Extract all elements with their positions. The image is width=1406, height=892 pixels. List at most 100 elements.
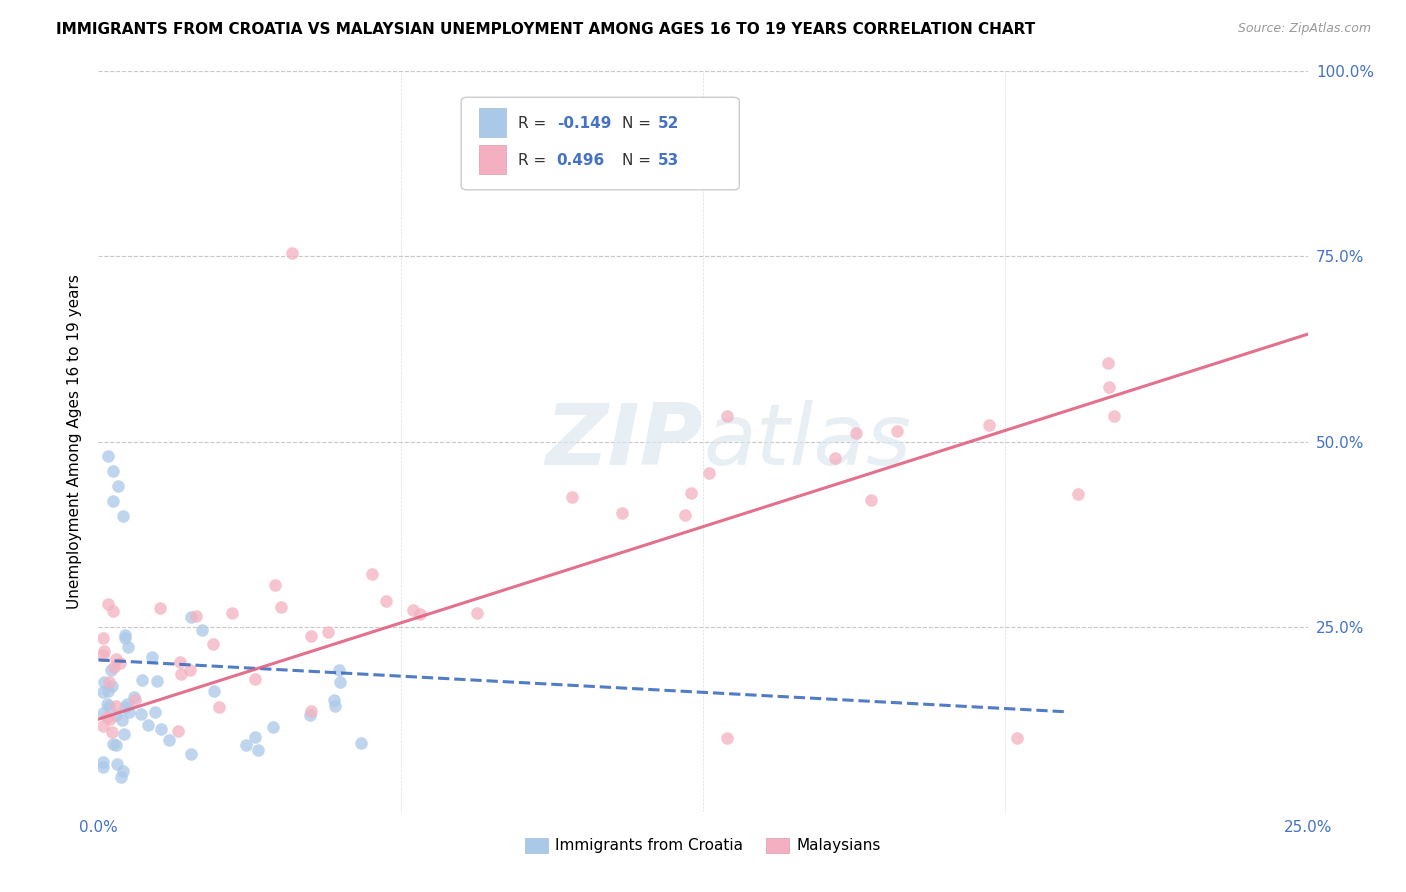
Text: atlas: atlas [703,400,911,483]
Point [114,631,136,645]
Point [129,707,152,722]
Point [167,723,190,738]
Point [117,640,139,654]
Point [323,692,346,706]
Point [136,718,159,732]
Point [263,578,285,592]
Point [105,738,128,752]
Point [131,673,153,687]
Point [143,705,166,719]
Text: -0.149: -0.149 [557,116,612,131]
Point [673,508,696,522]
Point [1098,379,1121,393]
Point [298,708,321,723]
Point [96,698,118,712]
Point [208,699,231,714]
Point [97,683,120,698]
Point [1067,487,1090,501]
Point [91,632,114,646]
Text: 0.496: 0.496 [557,153,605,168]
Point [561,490,583,504]
Point [328,663,350,677]
Point [204,684,226,698]
Point [845,425,868,440]
Bar [479,109,506,136]
Point [146,673,169,688]
Point [122,690,145,704]
Point [114,700,136,714]
Point [91,685,114,699]
Text: R =: R = [517,116,551,131]
Y-axis label: Unemployment Among Ages 16 to 19 years: Unemployment Among Ages 16 to 19 years [67,274,83,609]
Point [107,479,129,493]
Bar [479,145,506,174]
Point [97,598,120,612]
Point [679,486,702,500]
Point [169,655,191,669]
Point [112,726,135,740]
Point [716,409,738,423]
Point [101,725,124,739]
Point [824,450,846,465]
Text: R =: R = [517,153,551,168]
Point [697,467,720,481]
Point [361,567,384,582]
Point [149,601,172,615]
Point [180,747,202,761]
Point [98,674,121,689]
Point [101,493,124,508]
Point [118,705,141,719]
Point [91,648,114,663]
Point [299,705,322,719]
Point [103,660,125,674]
Point [316,625,339,640]
Text: ZIP: ZIP [546,400,703,483]
Point [101,464,124,478]
Point [93,644,115,658]
Point [716,731,738,745]
Point [124,693,146,707]
Point [859,493,882,508]
Point [180,610,202,624]
Point [977,418,1000,433]
Point [100,680,122,694]
Point [201,637,224,651]
Point [179,663,201,677]
Point [91,760,114,774]
Text: N =: N = [621,116,655,131]
Point [91,706,114,720]
Point [1007,731,1029,745]
Point [105,652,128,666]
Point [235,738,257,752]
Point [245,672,267,686]
Point [105,756,128,771]
Point [350,736,373,750]
Point [100,663,122,677]
Point [93,675,115,690]
Text: 52: 52 [658,116,679,131]
Text: 53: 53 [658,153,679,168]
Point [91,719,114,733]
Point [402,603,425,617]
Point [97,698,120,713]
Point [111,508,134,523]
Text: IMMIGRANTS FROM CROATIA VS MALAYSIAN UNEMPLOYMENT AMONG AGES 16 TO 19 YEARS CORR: IMMIGRANTS FROM CROATIA VS MALAYSIAN UNE… [56,22,1035,37]
Point [409,607,432,621]
Point [98,712,121,726]
Point [262,720,284,734]
Point [1102,409,1125,423]
Point [299,629,322,643]
Point [111,764,134,779]
Point [270,600,292,615]
Legend: Immigrants from Croatia, Malaysians: Immigrants from Croatia, Malaysians [519,831,887,860]
Point [101,737,124,751]
Point [96,710,118,724]
Text: N =: N = [621,153,655,168]
Point [103,604,125,618]
Point [110,770,132,784]
Point [610,506,633,520]
Point [247,743,270,757]
Point [467,606,489,620]
Point [375,594,398,608]
Point [104,698,127,713]
